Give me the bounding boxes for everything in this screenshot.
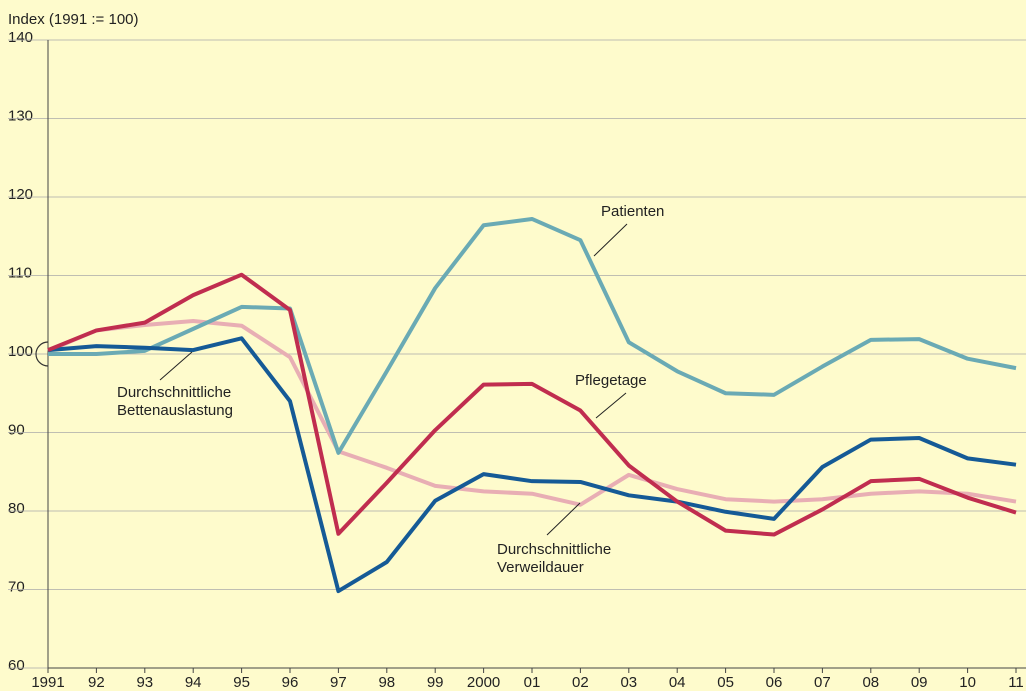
x-tick-label: 2000 [467, 674, 500, 691]
x-tick-label: 04 [669, 674, 686, 691]
annotation: Pflegetage [575, 372, 647, 389]
annotation: Durchschnittliche [117, 384, 231, 401]
y-tick-label: 70 [8, 578, 25, 595]
x-tick-label: 10 [959, 674, 976, 691]
x-tick-label: 06 [766, 674, 783, 691]
x-tick-label: 94 [185, 674, 202, 691]
x-tick-label: 07 [814, 674, 831, 691]
x-tick-label: 95 [233, 674, 250, 691]
annotation: Bettenauslastung [117, 402, 233, 419]
line [47, 336, 1017, 594]
x-tick-label: 03 [620, 674, 637, 691]
x-tick-label: 98 [378, 674, 395, 691]
y-tick-label: 80 [8, 500, 25, 517]
annotation-leader [593, 223, 628, 257]
x-tick-label: 99 [427, 674, 444, 691]
y-tick-label: 90 [8, 421, 25, 438]
y-tick-label: 100 [8, 343, 33, 360]
annotation: Verweildauer [497, 559, 584, 576]
line [47, 272, 1017, 537]
line [48, 216, 1017, 455]
start-marker [35, 341, 49, 367]
x-tick-label: 09 [911, 674, 928, 691]
x-tick-label: 08 [862, 674, 879, 691]
y-tick-label: 110 [8, 264, 32, 281]
y-tick-label: 120 [8, 186, 33, 203]
y-tick-label: 140 [8, 29, 33, 46]
y-tick-label: 60 [8, 657, 25, 674]
annotation-leader [159, 351, 193, 381]
x-tick-label: 96 [282, 674, 299, 691]
x-tick-label: 1991 [31, 674, 64, 691]
y-axis-label: Index (1991 := 100) [8, 11, 139, 28]
annotation-leader [595, 392, 627, 419]
annotation: Patienten [601, 203, 664, 220]
x-tick-label: 02 [572, 674, 589, 691]
x-tick-label: 01 [524, 674, 541, 691]
x-tick-label: 92 [88, 674, 105, 691]
x-tick-label: 97 [330, 674, 347, 691]
x-tick-label: 05 [717, 674, 734, 691]
annotation-leader [546, 502, 581, 536]
annotation: Durchschnittliche [497, 541, 611, 558]
y-tick-label: 130 [8, 107, 33, 124]
x-tick-label: 11 [1008, 674, 1024, 691]
x-tick-label: 93 [136, 674, 153, 691]
